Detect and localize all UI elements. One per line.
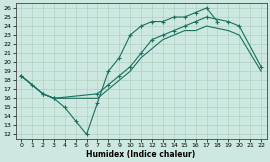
X-axis label: Humidex (Indice chaleur): Humidex (Indice chaleur): [86, 150, 196, 159]
